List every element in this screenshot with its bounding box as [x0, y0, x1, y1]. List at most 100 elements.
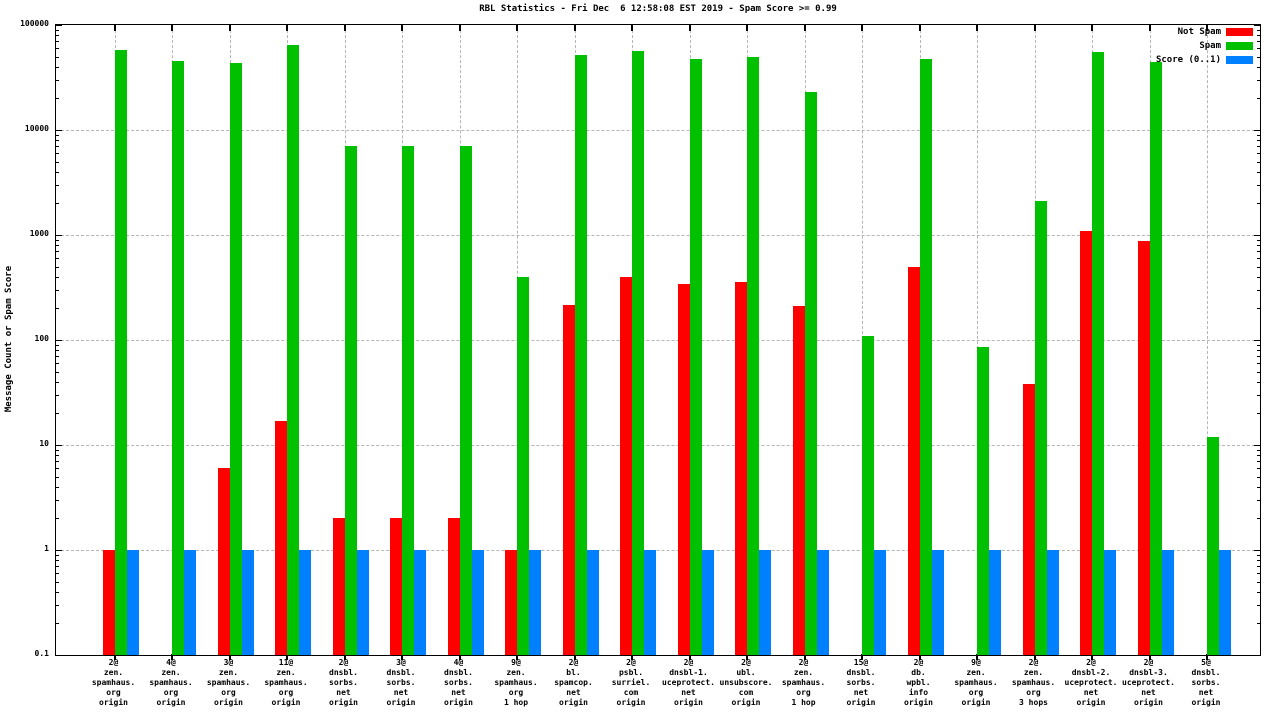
- x-tick: [1206, 654, 1208, 660]
- x-category-line: zen.: [506, 668, 526, 677]
- y-minor-tick: [56, 289, 59, 291]
- y-minor-tick: [1257, 581, 1260, 583]
- x-category-line: origin: [214, 698, 243, 707]
- x-category-label: 2@ dnsbl-3. uceprotect. net origin: [1120, 658, 1178, 708]
- y-minor-tick: [56, 394, 59, 396]
- x-tick: [286, 25, 288, 31]
- y-minor-tick: [1257, 239, 1260, 241]
- x-category-label: 3@ dnsbl. sorbs. net origin: [372, 658, 430, 708]
- x-category-line: bl.: [566, 668, 581, 677]
- x-tick: [286, 654, 288, 660]
- y-gridline: [56, 445, 1260, 446]
- x-category-label: 4@ zen. spamhaus. org origin: [142, 658, 200, 708]
- y-minor-tick: [56, 499, 59, 501]
- bar-not-spam: [1080, 230, 1092, 655]
- x-tick: [228, 25, 231, 31]
- y-minor-tick: [56, 161, 59, 163]
- x-category-line: com: [738, 688, 754, 697]
- y-major-tick: [1254, 130, 1260, 131]
- x-tick: [228, 654, 231, 660]
- x-tick: [516, 25, 518, 31]
- x-category-label: 2@ dnsbl. sorbs. net origin: [315, 658, 373, 708]
- x-category-line: 2@: [741, 658, 751, 667]
- x-category-line: 9@: [971, 658, 981, 667]
- x-tick: [1033, 654, 1036, 660]
- x-category-line: org: [278, 688, 294, 697]
- y-minor-tick: [1257, 623, 1260, 625]
- x-category-label: 2@ zen. spamhaus. org 1 hop: [775, 658, 833, 708]
- y-minor-tick: [56, 344, 59, 346]
- x-tick: [171, 25, 173, 31]
- bar-spam: [287, 44, 299, 655]
- x-tick: [1148, 654, 1151, 660]
- x-category-line: org: [796, 688, 811, 697]
- legend-swatch: [1226, 56, 1253, 64]
- bar-not-spam: [1022, 384, 1035, 655]
- x-category-label: 3@ zen. spamhaus. org origin: [200, 658, 258, 708]
- bar-score-0-1: [414, 550, 426, 655]
- bar-not-spam: [620, 276, 632, 655]
- y-minor-tick: [56, 413, 59, 415]
- x-category-line: origin: [386, 698, 416, 707]
- y-minor-tick: [56, 566, 59, 568]
- x-category-line: net: [853, 688, 869, 697]
- bar-score-0-1: [241, 550, 254, 655]
- x-category-line: 15@: [853, 658, 869, 667]
- x-category-line: 2@: [626, 658, 636, 667]
- chart-title: RBL Statistics - Fri Dec 6 12:58:08 EST …: [479, 4, 837, 14]
- y-minor-tick: [56, 239, 59, 241]
- x-category-line: org: [1026, 688, 1041, 697]
- x-category-line: zen.: [966, 668, 986, 677]
- bar-not-spam: [1137, 240, 1150, 655]
- bar-not-spam: [907, 266, 920, 655]
- y-minor-tick: [56, 276, 59, 278]
- bar-score-0-1: [644, 550, 656, 655]
- x-category-line: spamhaus.: [954, 678, 998, 687]
- y-minor-tick: [56, 146, 59, 148]
- y-minor-tick: [1257, 486, 1260, 488]
- bar-spam: [1034, 201, 1047, 655]
- bar-spam: [747, 56, 759, 655]
- y-minor-tick: [56, 581, 59, 583]
- legend-label: Spam: [1199, 41, 1221, 51]
- bar-spam: [862, 335, 874, 655]
- x-category-line: 2@: [798, 658, 809, 667]
- x-tick: [343, 654, 346, 660]
- y-tick-label: 10000: [24, 124, 49, 133]
- x-category-line: origin: [271, 698, 301, 707]
- x-category-line: 9@: [511, 658, 521, 667]
- x-tick: [171, 654, 173, 660]
- bar-spam: [919, 59, 932, 655]
- x-category-line: spamhaus.: [149, 678, 193, 687]
- x-tick: [746, 654, 748, 660]
- bar-score-0-1: [529, 550, 541, 655]
- x-category-line: dnsbl.: [1191, 668, 1221, 677]
- bar-spam: [114, 49, 127, 655]
- x-category-label: 2@ psbl. surriel. com origin: [602, 658, 660, 708]
- bar-not-spam: [332, 518, 345, 655]
- y-major-tick: [56, 445, 62, 446]
- y-minor-tick: [56, 41, 59, 43]
- y-major-tick: [56, 25, 62, 26]
- x-category-label: 2@ db. wpbl. info origin: [890, 658, 948, 708]
- y-minor-tick: [56, 35, 59, 37]
- x-category-line: 2@: [683, 658, 694, 667]
- x-category-line: uceprotect.: [1122, 678, 1175, 687]
- y-minor-tick: [1257, 266, 1260, 268]
- y-minor-tick: [1257, 161, 1260, 163]
- x-category-line: 3@: [396, 658, 406, 667]
- x-category-line: 2@: [1086, 658, 1096, 667]
- x-category-line: unsubscore.: [719, 678, 773, 687]
- legend-swatch: [1226, 28, 1253, 36]
- y-minor-tick: [56, 134, 59, 136]
- y-minor-tick: [56, 461, 59, 463]
- y-minor-tick: [1257, 79, 1260, 81]
- y-minor-tick: [56, 245, 59, 247]
- x-category-line: origin: [329, 698, 358, 707]
- x-category-line: org: [163, 688, 179, 697]
- y-minor-tick: [1257, 413, 1260, 415]
- y-major-tick: [1254, 340, 1260, 341]
- y-minor-tick: [56, 486, 59, 488]
- x-category-line: origin: [559, 698, 588, 707]
- bar-spam: [172, 61, 184, 655]
